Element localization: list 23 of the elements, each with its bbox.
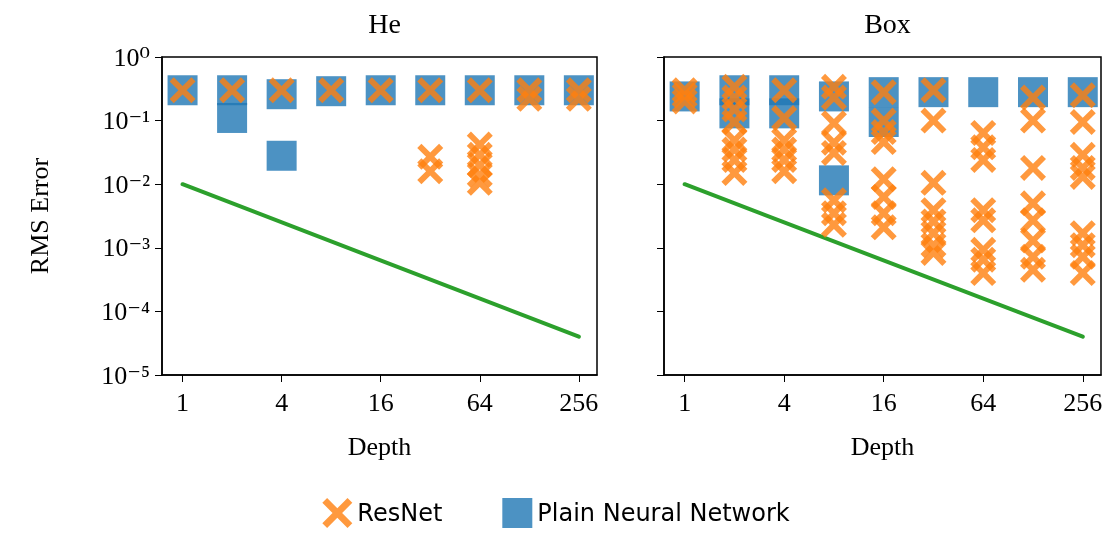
x-tick-label: 1 — [176, 387, 190, 417]
chart-title: Box — [864, 7, 911, 39]
x-tick-label: 64 — [970, 387, 997, 417]
legend-label: ResNet — [357, 499, 443, 527]
x-tick-label: 256 — [1063, 387, 1103, 417]
x-axis-title: Depth — [850, 431, 915, 461]
y-tick-label: 10⁻⁵ — [101, 360, 150, 390]
y-tick-label: 10⁻⁴ — [101, 296, 150, 326]
y-tick-label: 10⁰ — [113, 42, 150, 72]
x-axis-title: Depth — [347, 431, 412, 461]
x-tick-label: 4 — [275, 387, 289, 417]
x-tick-label: 16 — [367, 387, 394, 417]
y-tick-label: 10⁻¹ — [102, 106, 150, 136]
legend-label: Plain Neural Network — [537, 499, 790, 527]
x-tick-label: 64 — [466, 387, 493, 417]
chart-title: He — [368, 7, 401, 39]
y-axis-title: RMS Error — [24, 157, 54, 275]
x-tick-label: 4 — [777, 387, 791, 417]
x-tick-label: 16 — [870, 387, 897, 417]
x-tick-label: 256 — [559, 387, 599, 417]
x-tick-label: 1 — [678, 387, 692, 417]
y-tick-label: 10⁻³ — [102, 233, 151, 263]
y-tick-label: 10⁻² — [102, 169, 151, 199]
